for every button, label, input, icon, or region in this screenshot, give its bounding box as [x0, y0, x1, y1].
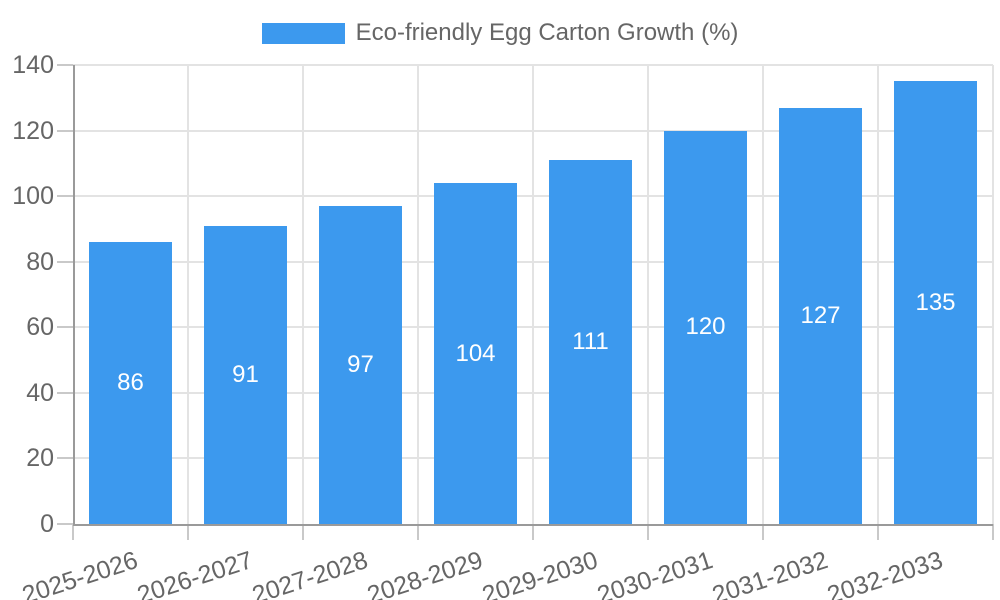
x-tick-mark [762, 524, 764, 540]
bar-value-label: 127 [800, 301, 841, 329]
y-tick-label: 0 [40, 510, 54, 538]
x-tick-label: 2028-2029 [363, 546, 487, 600]
bar-value-label: 91 [232, 360, 259, 388]
y-tick-label: 20 [26, 444, 54, 473]
gridline-v [877, 65, 879, 524]
y-tick-mark [57, 260, 73, 263]
bar[interactable]: 120 [664, 130, 747, 524]
legend[interactable]: Eco-friendly Egg Carton Growth (%) [0, 14, 1000, 52]
y-tick-mark [57, 326, 73, 329]
gridline-v [417, 65, 419, 524]
bar-value-label: 86 [117, 369, 144, 397]
legend-swatch-icon [261, 22, 345, 44]
bar[interactable]: 127 [779, 107, 862, 524]
y-tick-label: 140 [12, 51, 54, 79]
y-tick-label: 120 [12, 116, 54, 145]
x-tick-mark [302, 524, 304, 540]
bar-value-label: 135 [915, 288, 956, 316]
gridline-v [532, 65, 534, 524]
bar[interactable]: 135 [894, 81, 977, 524]
x-tick-mark [187, 524, 189, 540]
gridline-v [187, 65, 189, 524]
bar-value-label: 104 [455, 339, 496, 367]
y-tick-mark [57, 64, 73, 66]
y-tick-mark [57, 391, 73, 394]
legend-label: Eco-friendly Egg Carton Growth (%) [355, 19, 739, 46]
bar-value-label: 120 [685, 313, 726, 341]
gridline-v [302, 65, 304, 524]
bar-value-label: 97 [347, 350, 374, 378]
x-tick-label: 2026-2027 [133, 546, 257, 600]
x-tick-label: 2032-2033 [823, 546, 947, 600]
bar[interactable]: 104 [434, 183, 517, 524]
x-tick-label: 2030-2031 [593, 546, 717, 600]
bar[interactable]: 91 [204, 225, 287, 524]
y-tick-mark [57, 195, 73, 198]
y-tick-label: 40 [26, 378, 54, 407]
y-tick-mark [57, 457, 73, 460]
y-tick-label: 80 [26, 247, 54, 276]
x-tick-label: 2025-2026 [18, 546, 142, 600]
y-tick-label: 100 [12, 182, 54, 211]
x-tick-mark [72, 524, 74, 540]
x-axis-line [73, 524, 993, 526]
gridline-v [647, 65, 649, 524]
bar[interactable]: 97 [319, 205, 402, 524]
plot-area: 0 20 40 60 80 100 120 140 86 2025-2026 91 2026-2027… [12, 51, 994, 600]
y-tick-mark [57, 523, 73, 525]
y-tick-mark [57, 129, 73, 132]
bar-value-label: 111 [572, 328, 609, 356]
bar[interactable]: 111 [549, 160, 632, 524]
x-tick-label: 2029-2030 [478, 546, 602, 600]
gridline-v [762, 65, 764, 524]
y-axis-line [73, 65, 75, 524]
x-tick-label: 2031-2032 [708, 546, 832, 600]
x-tick-mark [992, 524, 994, 540]
gridline-v [992, 65, 994, 524]
x-tick-mark [877, 524, 879, 540]
x-tick-mark [532, 524, 534, 540]
x-tick-label: 2027-2028 [248, 546, 372, 600]
x-tick-mark [647, 524, 649, 540]
y-tick-label: 60 [26, 313, 54, 342]
x-tick-mark [417, 524, 419, 540]
bar[interactable]: 86 [89, 242, 172, 524]
